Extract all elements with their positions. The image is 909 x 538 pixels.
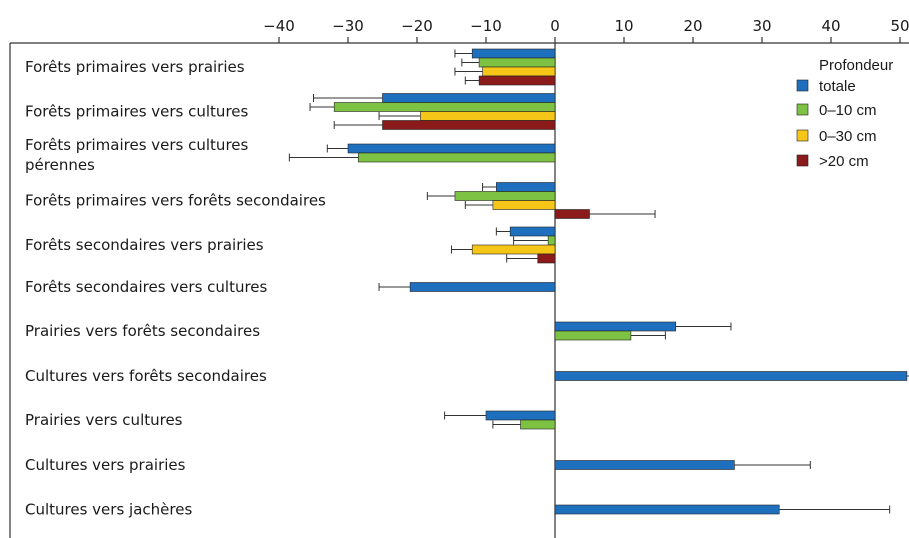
category-label: Prairies vers cultures: [25, 411, 183, 429]
x-tick-label: −10: [470, 17, 502, 35]
bar: [554, 371, 908, 381]
category-label: Cultures vers jachères: [25, 501, 192, 519]
category-label: Cultures vers prairies: [25, 456, 186, 474]
bar: [554, 209, 590, 219]
category-label: Prairies vers forêts secondaires: [25, 322, 260, 340]
bar: [537, 253, 556, 264]
category-label: Forêts primaires vers prairies: [25, 58, 245, 76]
category-label: Forêts secondaires vers cultures: [25, 278, 268, 296]
bar: [482, 66, 556, 77]
x-tick-label: 20: [683, 17, 702, 35]
legend-title: Profondeur: [819, 57, 893, 74]
bars: [288, 48, 909, 515]
legend-entry: >20 cm: [819, 153, 869, 170]
category-labels: Forêts primaires vers prairies Forêts pri…: [25, 58, 326, 519]
bar: [454, 191, 556, 201]
legend-swatch: [796, 129, 809, 142]
bar: [382, 93, 556, 103]
legend-swatch: [796, 154, 809, 167]
category-label: Forêts primaires vers forêts secondaires: [25, 192, 326, 210]
x-tick-label: 30: [752, 17, 771, 35]
bar: [420, 111, 556, 121]
bar: [347, 143, 556, 154]
legend-swatch: [796, 79, 809, 92]
x-tick-label: 40: [821, 17, 840, 35]
bar: [485, 410, 556, 421]
bar: [496, 182, 556, 192]
bar: [554, 460, 735, 470]
x-tick-label: 10: [614, 17, 633, 35]
category-label: Forêts primaires vers cultures: [25, 103, 249, 121]
category-label: Cultures vers forêts secondaires: [25, 367, 267, 385]
x-tick-label: 0: [550, 17, 560, 35]
bar: [554, 504, 780, 515]
bar: [478, 57, 556, 68]
bar: [333, 102, 556, 112]
x-tick-label: −20: [401, 17, 433, 35]
bar: [358, 152, 556, 163]
bar: [554, 330, 632, 341]
x-tick-label: −30: [332, 17, 364, 35]
legend-entry: 0–30 cm: [819, 128, 877, 145]
bar: [471, 48, 556, 59]
category-label: Forêts secondaires vers prairies: [25, 236, 264, 254]
x-tick-label: −40: [263, 17, 295, 35]
bar: [471, 244, 556, 255]
legend-entry: totale: [819, 78, 856, 95]
bar: [409, 282, 556, 292]
x-tick-label: 50: [890, 17, 909, 35]
bar: [492, 200, 556, 210]
bar: [520, 419, 556, 430]
category-label: pérennes: [25, 156, 95, 174]
bar: [478, 75, 556, 86]
category-label: Forêts primaires vers cultures: [25, 136, 249, 154]
bar: [509, 226, 556, 237]
legend-entry: 0–10 cm: [819, 102, 877, 119]
x-axis: −40 −30 −20 −10 0 10 20 30 40 50: [9, 17, 909, 538]
legend: Profondeur totale 0–10 cm 0–30 cm >20 cm: [796, 57, 893, 170]
bar: [554, 321, 677, 332]
bar: [382, 120, 556, 130]
legend-swatch: [796, 103, 809, 116]
bar: [547, 235, 556, 246]
